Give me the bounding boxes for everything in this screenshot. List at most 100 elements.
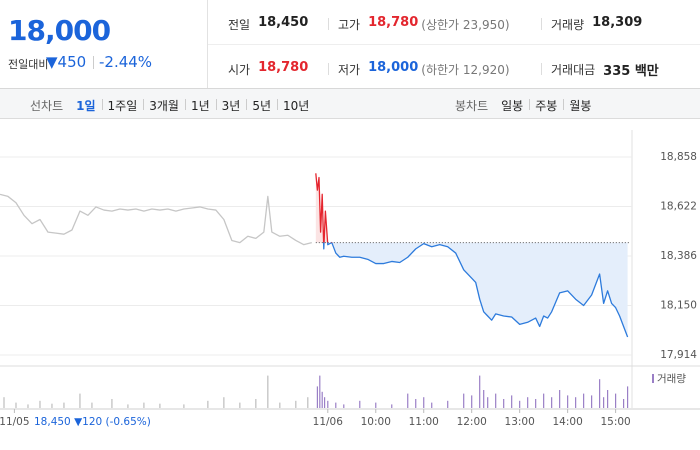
volume-bar xyxy=(479,375,481,408)
volume-bar xyxy=(503,399,505,408)
volume-bar xyxy=(63,402,65,408)
volume-bar xyxy=(511,395,513,408)
period-option[interactable]: 3개월 xyxy=(149,99,179,113)
volume-bar xyxy=(623,399,625,408)
period-option[interactable]: 1년 xyxy=(190,99,210,113)
volume-bar xyxy=(487,397,489,408)
volume-bar xyxy=(321,391,323,408)
separator xyxy=(101,99,103,110)
stat-label: 거래량 xyxy=(551,18,585,32)
separator xyxy=(215,99,217,110)
volume-bar xyxy=(15,402,17,408)
x-tick-label: 11/06 xyxy=(313,416,344,428)
volume-bar xyxy=(79,393,81,408)
volume-bar xyxy=(423,397,425,408)
volume-bar xyxy=(615,393,617,408)
volume-bar xyxy=(343,404,345,408)
stat-label: 시가 xyxy=(228,63,251,77)
legend-label: 거래량 xyxy=(657,373,686,385)
volume-bar xyxy=(327,400,329,408)
volume-bar xyxy=(375,402,377,408)
candle-option[interactable]: 월봉 xyxy=(569,99,592,113)
volume-bar xyxy=(551,397,553,408)
volume-bar xyxy=(39,400,41,408)
separator xyxy=(143,99,145,110)
period-option[interactable]: 10년 xyxy=(283,99,310,113)
volume-bar xyxy=(583,393,585,408)
volume-bar xyxy=(279,402,281,408)
y-tick-label: 18,150 xyxy=(660,300,697,312)
stat-note: (하한가 12,920) xyxy=(421,63,510,77)
volume-bar xyxy=(267,375,269,408)
stat-value: 18,450 xyxy=(258,15,309,30)
volume-bar xyxy=(127,404,129,408)
separator xyxy=(563,99,565,110)
volume-bar xyxy=(359,400,361,408)
legend-swatch xyxy=(652,374,654,383)
volume-bar xyxy=(463,393,465,408)
stat-value: 18,309 xyxy=(592,15,643,30)
volume-bar xyxy=(223,397,225,408)
current-price: 18,000 xyxy=(8,14,111,47)
period-option[interactable]: 1주일 xyxy=(107,99,138,113)
volume-bar xyxy=(91,402,93,408)
volume-bar xyxy=(627,386,629,408)
x-tick-label: 11:00 xyxy=(409,416,439,428)
volume-bar xyxy=(415,399,417,408)
volume-bar xyxy=(323,397,326,408)
price-area xyxy=(315,173,628,337)
separator xyxy=(93,56,94,69)
volume-bar xyxy=(495,393,497,408)
previous-close-info: 18,450 ▼120 (-0.65%) xyxy=(34,416,151,428)
separator xyxy=(541,18,542,30)
volume-bar xyxy=(143,402,145,408)
volume-bar xyxy=(183,404,185,408)
chart-toolbar: 선차트 1일 1주일 3개월 1년 3년 5년 10년 봉차트 일봉 주봉 월봉 xyxy=(0,89,700,119)
volume-bar xyxy=(255,399,257,408)
period-option[interactable]: 3년 xyxy=(221,99,241,113)
row-divider xyxy=(208,44,700,45)
volume-bar xyxy=(471,395,473,408)
y-tick-label: 18,622 xyxy=(660,201,697,213)
volume-bar xyxy=(535,399,537,408)
volume-bar xyxy=(51,403,53,408)
change-label: 전일대비 xyxy=(8,58,49,71)
separator xyxy=(246,99,248,110)
volume-bar xyxy=(207,400,209,408)
stat-note: (상한가 23,950) xyxy=(421,18,510,32)
stat-value: 335 백만 xyxy=(603,64,659,79)
x-tick-label: 10:00 xyxy=(361,416,391,428)
chart-type-label: 선차트 xyxy=(30,99,64,113)
x-tick-label: 13:00 xyxy=(505,416,535,428)
separator xyxy=(184,99,186,110)
volume-bar xyxy=(391,404,393,408)
period-option[interactable]: 5년 xyxy=(252,99,272,113)
volume-bar xyxy=(447,400,449,408)
volume-bar xyxy=(3,397,5,408)
volume-bar xyxy=(239,402,241,408)
volume-bar xyxy=(431,402,433,408)
y-tick-label: 17,914 xyxy=(660,349,697,361)
volume-bar xyxy=(295,400,297,408)
candle-option[interactable]: 주봉 xyxy=(535,99,558,113)
volume-bar xyxy=(527,397,529,408)
volume-bar xyxy=(591,395,593,408)
stat-value: 18,780 xyxy=(368,15,419,30)
change-rate: -2.44% xyxy=(99,53,153,71)
volume-bar xyxy=(316,386,318,408)
y-tick-label: 18,858 xyxy=(660,151,697,163)
separator xyxy=(328,63,329,75)
volume-bar xyxy=(111,399,113,408)
separator xyxy=(328,18,329,30)
x-tick-label: 11/05 xyxy=(0,416,30,428)
volume-bar xyxy=(603,397,605,408)
stat-value: 18,780 xyxy=(258,60,309,75)
quote-header: 18,000 전일대비 ▼450 -2.44% 전일 18,450 고가 18,780… xyxy=(0,0,700,89)
period-option[interactable]: 1일 xyxy=(76,99,96,113)
chart-type-label: 봉차트 xyxy=(455,99,489,113)
candle-option[interactable]: 일봉 xyxy=(501,99,524,113)
stat-label: 거래대금 xyxy=(551,63,596,77)
volume-bar xyxy=(559,390,561,408)
stat-label: 저가 xyxy=(338,63,361,77)
separator xyxy=(529,99,531,110)
